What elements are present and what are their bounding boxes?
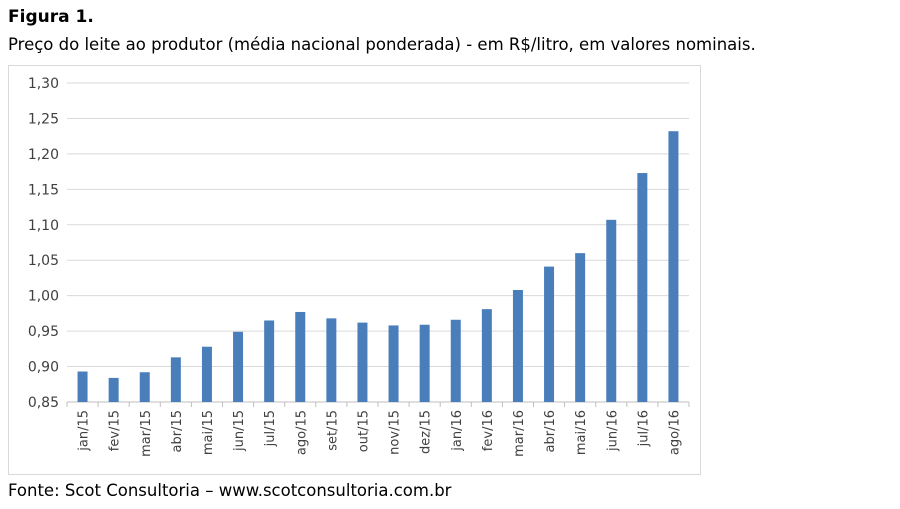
figure-label: Figura 1. (8, 7, 94, 27)
figure-title: Preço do leite ao produtor (média nacion… (8, 35, 756, 54)
bars (77, 131, 679, 402)
bar (201, 346, 212, 402)
x-tick-label: jul/16 (636, 410, 651, 447)
bar (481, 309, 492, 402)
y-tick-label: 1,30 (28, 76, 59, 92)
bar (77, 371, 88, 402)
y-tick-label: 1,10 (28, 218, 59, 234)
bar (637, 173, 648, 402)
bar (295, 311, 306, 402)
x-tick-label: mar/15 (139, 410, 154, 457)
x-tick-label: jun/15 (232, 410, 247, 452)
bar (388, 325, 399, 402)
x-tick-label: out/15 (356, 410, 371, 452)
x-tick-label: set/15 (325, 410, 340, 451)
bar (450, 319, 461, 402)
y-tick-label: 1,00 (28, 289, 59, 305)
y-tick-label: 1,20 (28, 147, 59, 163)
source-note: Fonte: Scot Consultoria – www.scotconsul… (8, 481, 452, 500)
y-axis-ticks: 0,85 0,90 0,95 1,00 1,05 1,10 1,15 1,20 1,25 1,30 (28, 76, 59, 411)
bar (233, 331, 244, 402)
x-tick-label: ago/15 (294, 410, 309, 455)
x-tick-label: mar/16 (512, 410, 527, 457)
x-tick-label: jun/16 (605, 410, 620, 452)
x-axis-ticks: jan/15 fev/15 mar/15 abr/15 mai/15 jun/15 jul/… (66, 402, 690, 457)
bar (357, 322, 368, 402)
bar (606, 219, 617, 402)
bar (108, 377, 119, 402)
bar (544, 266, 555, 402)
x-tick-label: fev/15 (108, 410, 123, 451)
y-tick-label: 1,05 (28, 253, 59, 269)
bar-chart: 0,85 0,90 0,95 1,00 1,05 1,10 1,15 1,20 1,25 1,30… (28, 76, 690, 457)
x-tick-label: ago/16 (667, 410, 682, 455)
x-tick-label: mai/16 (574, 410, 589, 455)
x-tick-label: mai/15 (201, 410, 216, 455)
y-tick-label: 0,85 (28, 395, 59, 411)
gridlines (67, 82, 689, 403)
x-tick-label: nov/15 (388, 410, 403, 455)
x-tick-label: abr/15 (170, 410, 185, 453)
x-tick-label: dez/15 (419, 410, 434, 454)
y-tick-label: 0,90 (28, 360, 59, 376)
bar (419, 324, 430, 402)
y-tick-label: 0,95 (28, 324, 59, 340)
chart-frame: 0,85 0,90 0,95 1,00 1,05 1,10 1,15 1,20 1,25 1,30… (8, 65, 701, 475)
x-tick-label: jul/15 (263, 410, 278, 447)
bar (170, 357, 181, 402)
bar (575, 253, 586, 402)
x-tick-label: jan/15 (77, 410, 92, 452)
bar (668, 131, 679, 402)
bar (326, 318, 337, 402)
bar (512, 289, 523, 402)
bar (139, 372, 150, 402)
x-tick-label: fev/16 (481, 410, 496, 451)
y-tick-label: 1,15 (28, 182, 59, 198)
x-tick-label: abr/16 (543, 410, 558, 453)
x-tick-label: jan/16 (450, 410, 465, 452)
bar (264, 320, 275, 402)
y-tick-label: 1,25 (28, 111, 59, 127)
